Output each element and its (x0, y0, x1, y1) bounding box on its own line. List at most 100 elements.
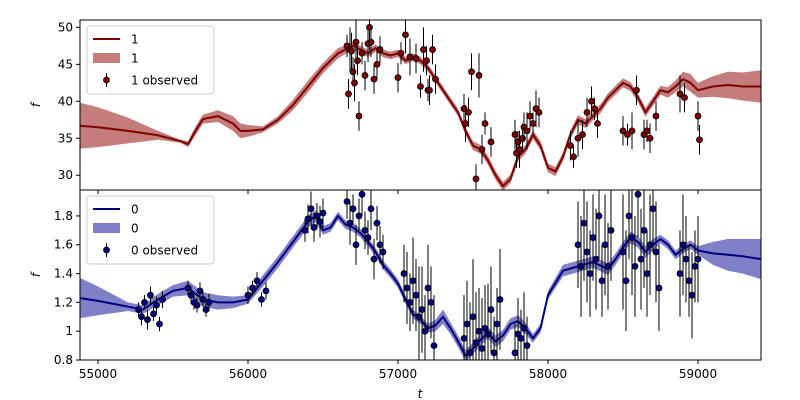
bottom-observed-point (144, 316, 151, 324)
bottom-panel: 0.8 1 1.2 1.4 1.6 1.8 55000 56000 57000 58000 590… (29, 189, 762, 400)
top-observed-point (478, 145, 486, 153)
bottom-y-tick-label: 1.6 (54, 238, 73, 252)
bottom-observed-point (343, 198, 351, 205)
top-observed-point (628, 127, 636, 135)
bottom-observed-point (595, 212, 603, 220)
bottom-observed-point (598, 277, 606, 285)
top-observed-point (358, 49, 366, 57)
x-tick-label: 58000 (529, 367, 567, 381)
top-observed-point (420, 46, 427, 53)
bottom-observed-point (244, 291, 252, 299)
bottom-observed-point (580, 219, 588, 227)
bottom-observed-point (421, 327, 429, 335)
bottom-observed-point (367, 205, 375, 213)
bottom-observed-point (520, 324, 528, 332)
top-observed-point (366, 23, 373, 31)
bottom-observed-point (496, 296, 504, 303)
bottom-observed-point (601, 241, 609, 249)
bottom-observed-point (649, 205, 657, 213)
bottom-observed-point (628, 234, 636, 241)
bottom-observed-point (424, 284, 432, 292)
top-observed-point (526, 112, 534, 120)
top-observed-point (423, 57, 430, 65)
top-observed-point (619, 127, 627, 135)
top-observed-point (361, 72, 369, 79)
bottom-observed-point (676, 270, 684, 277)
top-y-tick-label: 40 (58, 94, 73, 108)
bottom-observed-point (583, 248, 591, 256)
top-observed-point (355, 112, 363, 120)
bottom-observed-point (586, 270, 594, 277)
top-observed-point (570, 153, 577, 161)
bottom-observed-point (313, 212, 321, 220)
top-legend-observed-label: 1 observed (131, 74, 198, 88)
bottom-observed-point (472, 339, 480, 347)
bottom-observed-point (304, 215, 312, 223)
bottom-observed-point (319, 209, 327, 217)
bottom-mean-line (80, 214, 761, 357)
bottom-observed-point (655, 284, 663, 292)
bottom-y-tick-label: 1.4 (54, 267, 73, 281)
x-axis-label: t (418, 387, 424, 400)
x-tick-label: 56000 (229, 367, 267, 381)
top-legend-line-label: 1 (131, 33, 139, 47)
bottom-observed-point (460, 334, 468, 342)
bottom-observed-point (685, 277, 693, 285)
bottom-observed-point (577, 262, 585, 270)
bottom-observed-point (481, 324, 489, 332)
top-legend-band-label: 1 (131, 52, 139, 66)
bottom-observed-point (373, 219, 381, 227)
bottom-observed-point (607, 226, 615, 234)
bottom-observed-point (307, 205, 315, 213)
bottom-observed-point (640, 226, 648, 234)
top-observed-point (345, 90, 352, 98)
top-observed-point (646, 134, 654, 142)
top-observed-point (594, 120, 601, 127)
bottom-observed-point (691, 262, 699, 270)
bottom-observed-point (625, 212, 633, 220)
bottom-observed-point (316, 218, 324, 226)
top-observed-point (397, 49, 405, 57)
top-observed-point (376, 46, 384, 53)
top-observed-point (681, 94, 688, 102)
bottom-y-tick-label: 1.8 (54, 209, 73, 223)
top-observed-point (472, 175, 480, 183)
bottom-observed-point (619, 248, 627, 256)
bottom-observed-point (634, 190, 642, 198)
bottom-observed-point (415, 313, 423, 321)
bottom-observed-point (258, 296, 265, 303)
bottom-legend-observed-label: 0 observed (131, 244, 198, 258)
bottom-observed-point (631, 262, 639, 270)
top-observed-point (567, 142, 574, 150)
bottom-observed-point (688, 291, 696, 299)
bottom-observed-point (427, 298, 435, 306)
top-observed-point (370, 75, 378, 83)
bottom-observed-point (301, 226, 309, 234)
top-y-tick-label: 50 (58, 20, 73, 34)
top-observed-point (465, 108, 472, 116)
bottom-observed-point (364, 234, 372, 241)
bottom-observed-point (196, 287, 204, 295)
bottom-observed-point (430, 342, 438, 349)
top-observed-point (535, 108, 543, 116)
bottom-observed-point (412, 291, 420, 299)
bottom-observed-point (153, 301, 160, 309)
top-observed-point (462, 120, 469, 127)
top-observed-point (373, 60, 381, 68)
bottom-observed-point (159, 296, 166, 303)
top-observed-point (516, 145, 523, 153)
bottom-observed-point (592, 255, 600, 263)
top-observed-point (652, 112, 660, 120)
bottom-observed-point (487, 306, 495, 313)
bottom-observed-point (694, 255, 702, 263)
bottom-observed-point (141, 298, 148, 306)
bottom-observed-point (358, 190, 366, 198)
bottom-observed-point (370, 255, 378, 263)
bottom-observed-point (376, 241, 384, 249)
bottom-observed-point (135, 306, 142, 313)
top-observed-point (468, 68, 475, 76)
bottom-plot-frame (79, 189, 762, 361)
bottom-legend-band-swatch (93, 223, 120, 233)
top-observed-point (349, 68, 357, 76)
